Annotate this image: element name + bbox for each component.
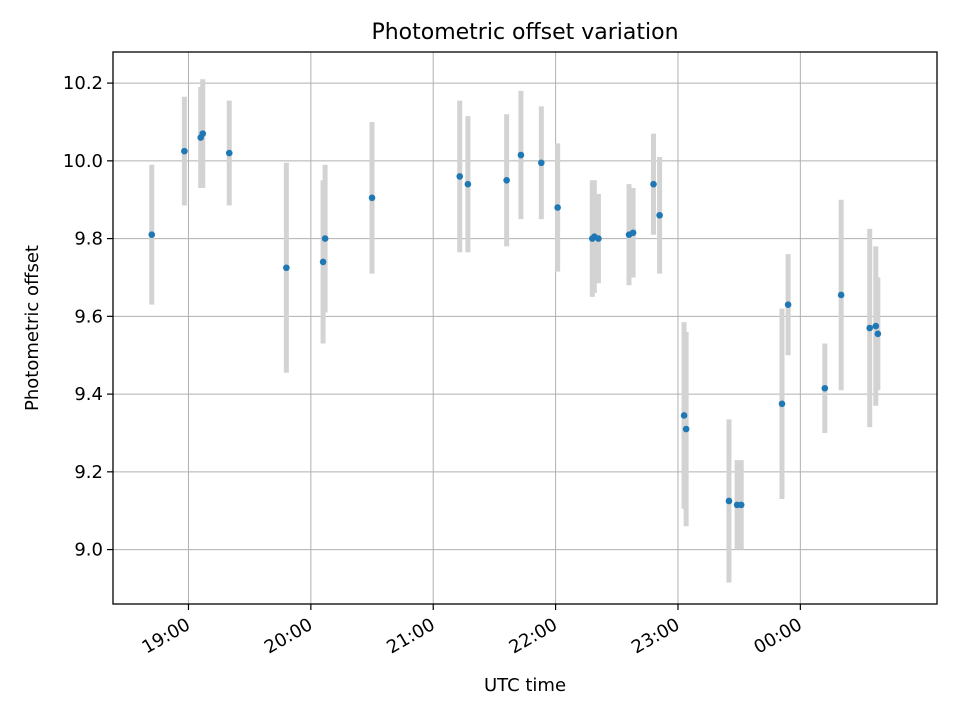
chart-title: Photometric offset variation [371,20,678,45]
y-axis-label: Photometric offset [22,245,43,411]
data-point [199,130,207,137]
data-point [503,176,510,184]
data-point [554,204,561,211]
data-point [456,173,464,180]
grid [113,52,937,604]
data-point [225,149,233,157]
data-point [784,301,792,308]
data-point [650,180,657,188]
data-point [680,412,688,419]
data-point [866,324,873,332]
data-point [321,235,329,242]
data-point [368,194,376,202]
data-point [629,229,637,237]
y-tick-label: 10.2 [63,73,103,94]
y-tick-label: 9.4 [74,384,103,405]
y-tick-label: 9.0 [74,540,103,561]
data-point [181,147,188,155]
data-points [148,130,882,509]
data-point [872,322,880,330]
data-point [517,151,525,159]
data-point [778,400,786,408]
data-point [821,384,829,392]
data-point [319,258,327,266]
data-point [283,264,290,272]
y-tick-label: 9.6 [74,306,103,327]
data-point [737,501,745,509]
data-point [595,235,602,242]
y-axis: 9.0 9.2 9.4 9.6 9.8 10.0 10.2 [63,73,113,561]
data-point [725,497,733,505]
y-tick-label: 10.0 [63,151,103,172]
data-point [682,425,690,433]
plot-frame [112,51,938,605]
data-point [464,180,472,188]
data-point [874,330,882,338]
data-point [837,291,845,299]
y-tick-label: 9.8 [74,229,103,250]
data-point [656,211,663,219]
x-axis-label: UTC time [484,675,566,696]
data-point [148,231,156,239]
data-point [538,159,545,167]
y-tick-label: 9.2 [74,462,103,483]
